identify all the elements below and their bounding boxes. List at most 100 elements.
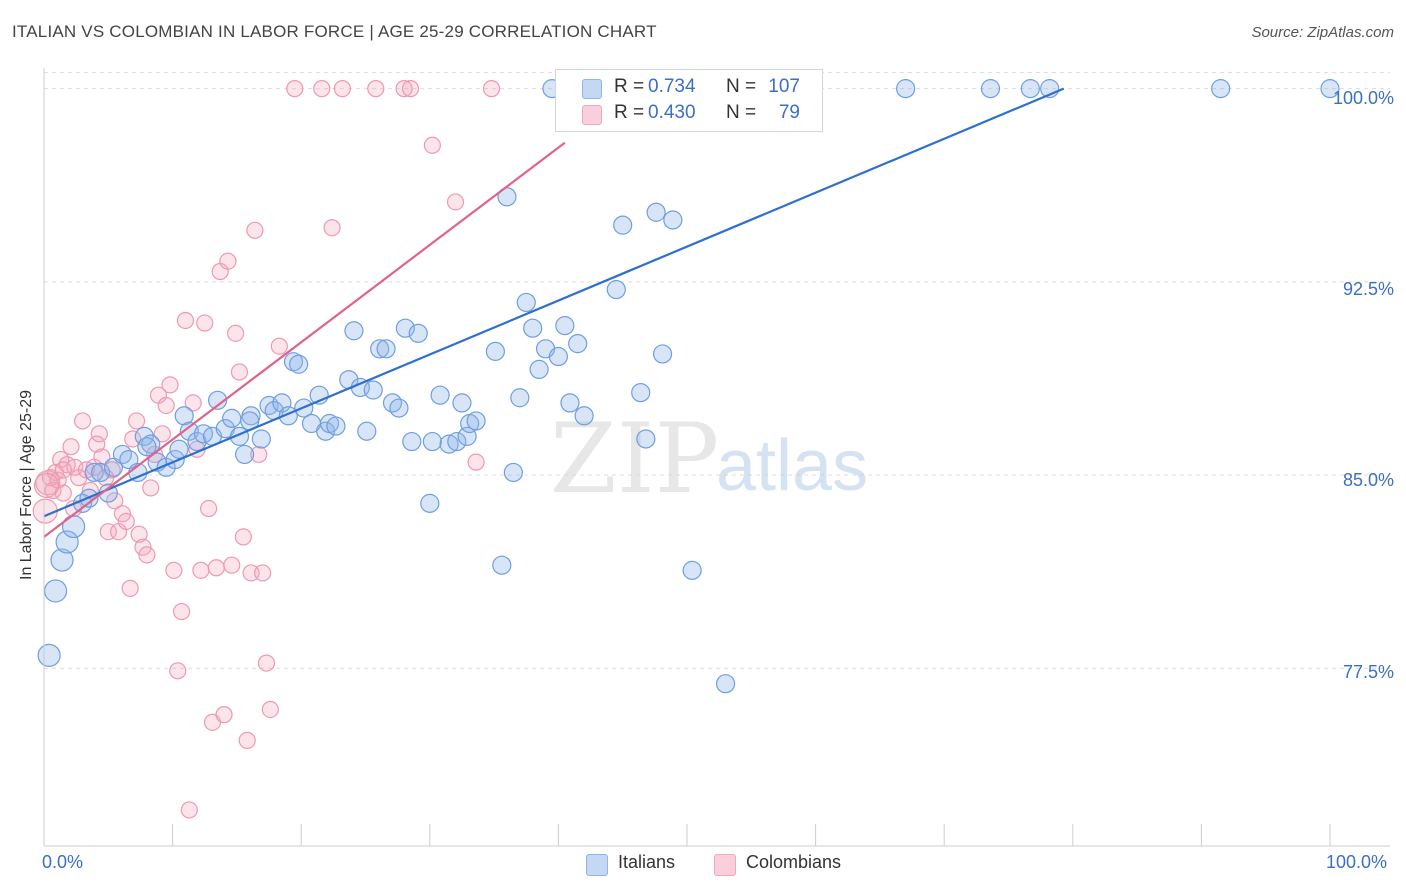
italians-point-69 (516, 292, 536, 313)
colombians-n-label: N = (726, 102, 757, 123)
italians-point-22 (187, 431, 207, 452)
italians-point-93 (715, 674, 736, 694)
italians-point-99 (980, 79, 1001, 99)
colombians-point-52 (219, 252, 237, 270)
x-tick-min: 0.0% (42, 852, 84, 872)
colombians-point-30 (134, 538, 152, 556)
legend-row-italians: R = 0.734 N = 107 (556, 74, 822, 102)
italians-point-83 (631, 382, 651, 403)
italians-point-50 (376, 339, 396, 359)
colombians-point-72 (423, 136, 441, 154)
colombians-point-67 (323, 219, 341, 237)
italians-point-81 (606, 279, 626, 300)
colombians-point-61 (254, 564, 272, 582)
colombians-point-53 (223, 556, 241, 574)
colombians-point-62 (257, 654, 276, 672)
italians-point-104 (420, 493, 440, 513)
italians-point-64 (485, 341, 505, 361)
colombians-point-56 (234, 528, 252, 546)
colombians-point-3 (44, 481, 62, 500)
colombians-legend-swatch (714, 854, 736, 876)
colombians-point-35 (153, 425, 171, 443)
colombians-point-22 (106, 492, 124, 510)
colombians-n-value: 79 (778, 102, 800, 123)
italians-point-68 (510, 388, 530, 408)
italians-n-value: 107 (768, 76, 800, 97)
colombians-r-value: 0.430 (648, 102, 696, 123)
italians-point-70 (523, 318, 543, 338)
colombians-point-69 (367, 80, 385, 98)
italians-point-36 (283, 352, 304, 372)
colombians-point-70 (395, 80, 413, 98)
colombians-point-36 (157, 396, 175, 415)
chart-title: ITALIAN VS COLOMBIAN IN LABOR FORCE | AG… (12, 22, 657, 41)
x-tick-max: 100.0% (1326, 852, 1388, 872)
italians-point-71 (529, 359, 549, 380)
italians-point-3 (55, 530, 79, 554)
colombians-point-51 (215, 706, 233, 724)
italians-point-56 (422, 431, 442, 452)
italian-points (37, 79, 1340, 694)
italians-point-74 (548, 346, 569, 367)
italians-point-7 (84, 462, 104, 483)
italians-point-53 (395, 318, 415, 338)
y-tick-77-5: 77.5% (1342, 662, 1394, 682)
italians-point-100 (1020, 79, 1040, 99)
trend-lines (43, 87, 1065, 538)
italians-point-8 (90, 462, 111, 483)
italians-point-102 (1211, 79, 1231, 99)
colombians-point-39 (169, 662, 187, 680)
italians-point-25 (208, 390, 228, 410)
watermark-zip: ZIP (550, 403, 719, 515)
y-tick-100: 100.0% (1332, 88, 1394, 108)
italians-point-0 (37, 643, 61, 667)
italians-point-103 (1320, 79, 1340, 99)
colombians-swatch (582, 105, 602, 125)
colombians-point-31 (138, 546, 156, 564)
colombians-point-45 (192, 561, 210, 579)
colombians-point-78 (33, 472, 60, 498)
italians-point-90 (682, 560, 702, 580)
italians-legend-label: Italians (618, 852, 676, 872)
italians-point-51 (382, 393, 403, 413)
italians-point-58 (439, 434, 459, 454)
colombians-point-73 (446, 193, 465, 211)
colombians-trend-line (43, 141, 566, 538)
italians-point-60 (452, 393, 472, 413)
italians-point-1 (43, 579, 68, 603)
colombians-point-37 (161, 376, 179, 394)
source-label: Source: ZipAtlas.com (1251, 24, 1394, 41)
italians-legend-swatch (586, 854, 608, 876)
italians-point-65 (492, 555, 512, 575)
colombians-point-9 (62, 438, 80, 456)
colombians-point-55 (230, 363, 249, 381)
italians-point-89 (663, 210, 683, 230)
colombians-point-64 (270, 337, 288, 355)
italians-trend-line (43, 87, 1065, 518)
italians-point-48 (363, 380, 383, 400)
colombians-point-17 (90, 425, 108, 443)
colombians-point-60 (250, 445, 268, 464)
colombian-points (32, 80, 501, 819)
italians-point-78 (574, 406, 594, 426)
italians-point-106 (137, 437, 157, 457)
italians-point-86 (646, 202, 666, 222)
italians-point-54 (402, 431, 422, 452)
colombians-point-12 (73, 412, 92, 430)
watermark-atlas: atlas (716, 426, 868, 506)
italians-point-49 (370, 339, 390, 359)
italians-point-2 (50, 548, 74, 572)
italians-point-31 (251, 429, 271, 449)
italians-point-75 (555, 316, 575, 336)
y-tick-92-5: 92.5% (1342, 279, 1394, 299)
italians-point-21 (179, 421, 199, 441)
colombians-point-29 (130, 525, 148, 543)
colombians-point-24 (113, 505, 132, 523)
italians-point-52 (389, 398, 409, 418)
italians-point-82 (613, 215, 633, 235)
italians-point-20 (174, 406, 194, 426)
italians-point-77 (568, 334, 588, 354)
italians-point-55 (408, 323, 428, 343)
colombians-point-26 (121, 579, 139, 597)
